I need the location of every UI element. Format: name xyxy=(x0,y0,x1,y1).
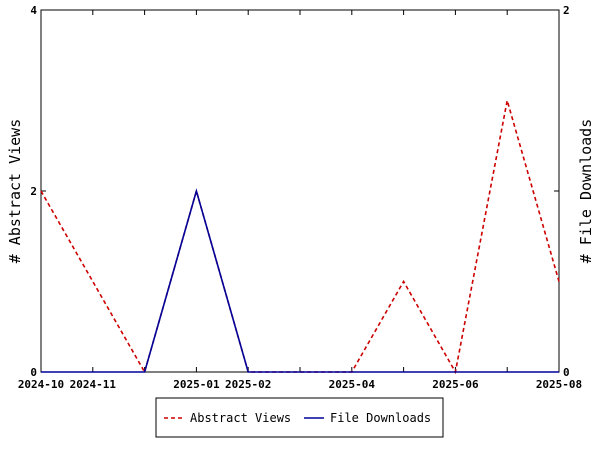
series-line-abstract-views xyxy=(40,100,560,375)
x-tick-label-2025-02: 2025-02 xyxy=(225,378,271,391)
legend-box xyxy=(155,397,444,438)
x-tick-label-2025-06: 2025-06 xyxy=(432,378,479,391)
x-tick-label-2025-08: 2025-08 xyxy=(536,378,582,391)
plot-area xyxy=(40,9,560,373)
y-axis-left-title: # Abstract Views xyxy=(6,119,24,264)
y-left-tick-label-2: 2 xyxy=(30,185,37,198)
legend: Abstract Views File Downloads xyxy=(155,397,444,438)
x-tick-label-2025-01: 2025-01 xyxy=(173,378,220,391)
x-tick-label-2025-04: 2025-04 xyxy=(329,378,376,391)
series-layer xyxy=(40,100,560,375)
y-right-tick-label-0: 0 xyxy=(563,366,570,379)
y-left-tick-label-0: 0 xyxy=(30,366,37,379)
y-left-tick-label-4: 4 xyxy=(30,4,37,17)
legend-label-file-downloads: File Downloads xyxy=(330,411,431,425)
tick-labels: 2024-10 2024-11 2025-01 2025-02 2025-04 2025-… xyxy=(18,4,582,391)
series-line-file-downloads xyxy=(41,188,559,373)
y-right-tick-label-2: 2 xyxy=(563,4,570,17)
x-tick-label-2024-10: 2024-10 xyxy=(18,378,64,391)
x-tick-label-2024-11: 2024-11 xyxy=(70,378,117,391)
y-axis-right-title: # File Downloads xyxy=(577,119,595,264)
legend-label-abstract-views: Abstract Views xyxy=(190,411,291,425)
